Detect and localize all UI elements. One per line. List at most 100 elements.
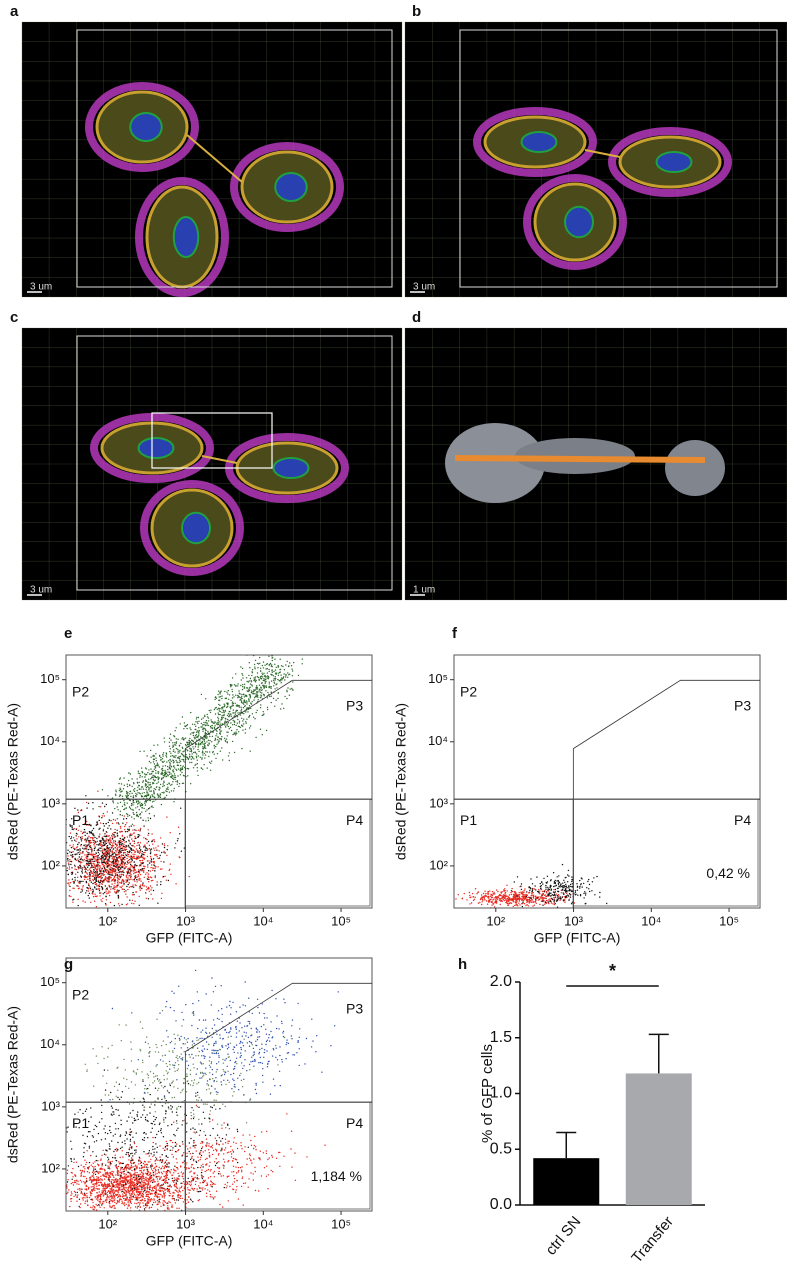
- event-dot: [475, 897, 476, 898]
- event-dot: [125, 894, 126, 895]
- event-dot: [141, 1195, 142, 1196]
- event-dot: [563, 894, 564, 895]
- event-dot: [215, 735, 216, 736]
- event-dot: [230, 708, 231, 709]
- event-dot: [107, 878, 108, 879]
- event-dot: [134, 846, 135, 847]
- event-dot: [97, 871, 98, 872]
- event-dot: [99, 833, 100, 834]
- event-dot: [524, 890, 525, 891]
- event-dot: [121, 859, 122, 860]
- event-dot: [250, 678, 251, 679]
- event-dot: [292, 675, 293, 676]
- event-dot: [269, 682, 270, 683]
- event-dot: [261, 673, 262, 674]
- event-dot: [134, 861, 135, 862]
- event-dot: [75, 1192, 76, 1193]
- event-dot: [97, 1192, 98, 1193]
- event-dot: [259, 689, 260, 690]
- event-dot: [260, 707, 261, 708]
- event-dot: [160, 759, 161, 760]
- event-dot: [243, 719, 244, 720]
- event-dot: [86, 840, 87, 841]
- event-dot: [555, 891, 556, 892]
- event-dot: [225, 726, 226, 727]
- event-dot: [155, 772, 156, 773]
- event-dot: [113, 1189, 114, 1190]
- event-dot: [557, 888, 558, 889]
- event-dot: [139, 879, 140, 880]
- event-dot: [134, 869, 135, 870]
- event-dot: [195, 726, 196, 727]
- event-dot: [181, 772, 182, 773]
- event-dot: [235, 673, 236, 674]
- event-dot: [221, 715, 222, 716]
- event-dot: [128, 845, 129, 846]
- event-dot: [94, 887, 95, 888]
- event-dot: [115, 866, 116, 867]
- event-dot: [180, 774, 181, 775]
- event-dot: [137, 876, 138, 877]
- event-dot: [127, 836, 128, 837]
- event-dot: [215, 758, 216, 759]
- event-dot: [523, 900, 524, 901]
- event-dot: [133, 873, 134, 874]
- event-dot: [114, 885, 115, 886]
- event-dot: [127, 877, 128, 878]
- event-dot: [162, 755, 163, 756]
- event-dot: [198, 730, 199, 731]
- event-dot: [113, 879, 114, 880]
- event-dot: [145, 846, 146, 847]
- event-dot: [268, 687, 269, 688]
- event-dot: [231, 689, 232, 690]
- event-dot: [113, 865, 114, 866]
- event-dot: [81, 1172, 82, 1173]
- event-dot: [97, 873, 98, 874]
- event-dot: [79, 856, 80, 857]
- event-dot: [90, 854, 91, 855]
- event-dot: [252, 672, 253, 673]
- event-dot: [292, 681, 293, 682]
- event-dot: [102, 881, 103, 882]
- event-dot: [215, 697, 216, 698]
- event-dot: [93, 1209, 94, 1210]
- event-dot: [264, 686, 265, 687]
- event-dot: [140, 804, 141, 805]
- event-dot: [79, 881, 80, 882]
- event-dot: [92, 1207, 93, 1208]
- event-dot: [170, 768, 171, 769]
- event-dot: [235, 711, 236, 712]
- event-dot: [94, 1166, 95, 1167]
- event-dot: [269, 664, 270, 665]
- event-dot: [157, 794, 158, 795]
- event-dot: [93, 880, 94, 881]
- gate-label: P2: [460, 684, 477, 700]
- event-dot: [141, 811, 142, 812]
- event-dot: [138, 836, 139, 837]
- event-dot: [202, 748, 203, 749]
- event-dot: [523, 896, 524, 897]
- surface-render: [665, 440, 725, 496]
- event-dot: [137, 842, 138, 843]
- event-dot: [274, 659, 275, 660]
- event-dot: [507, 890, 508, 891]
- event-dot: [542, 905, 543, 906]
- event-dot: [249, 689, 250, 690]
- event-dot: [528, 887, 529, 888]
- event-dot: [68, 864, 69, 865]
- event-dot: [102, 789, 103, 790]
- event-dot: [179, 750, 180, 751]
- event-dot: [214, 709, 215, 710]
- event-dot: [101, 886, 102, 887]
- event-dot: [76, 835, 77, 836]
- event-dot: [242, 730, 243, 731]
- event-dot: [145, 779, 146, 780]
- event-dot: [144, 803, 145, 804]
- event-dot: [246, 695, 247, 696]
- event-dot: [227, 742, 228, 743]
- event-dot: [260, 677, 261, 678]
- event-dot: [145, 1196, 146, 1197]
- event-dot: [281, 679, 282, 680]
- event-dot: [168, 760, 169, 761]
- event-dot: [257, 691, 258, 692]
